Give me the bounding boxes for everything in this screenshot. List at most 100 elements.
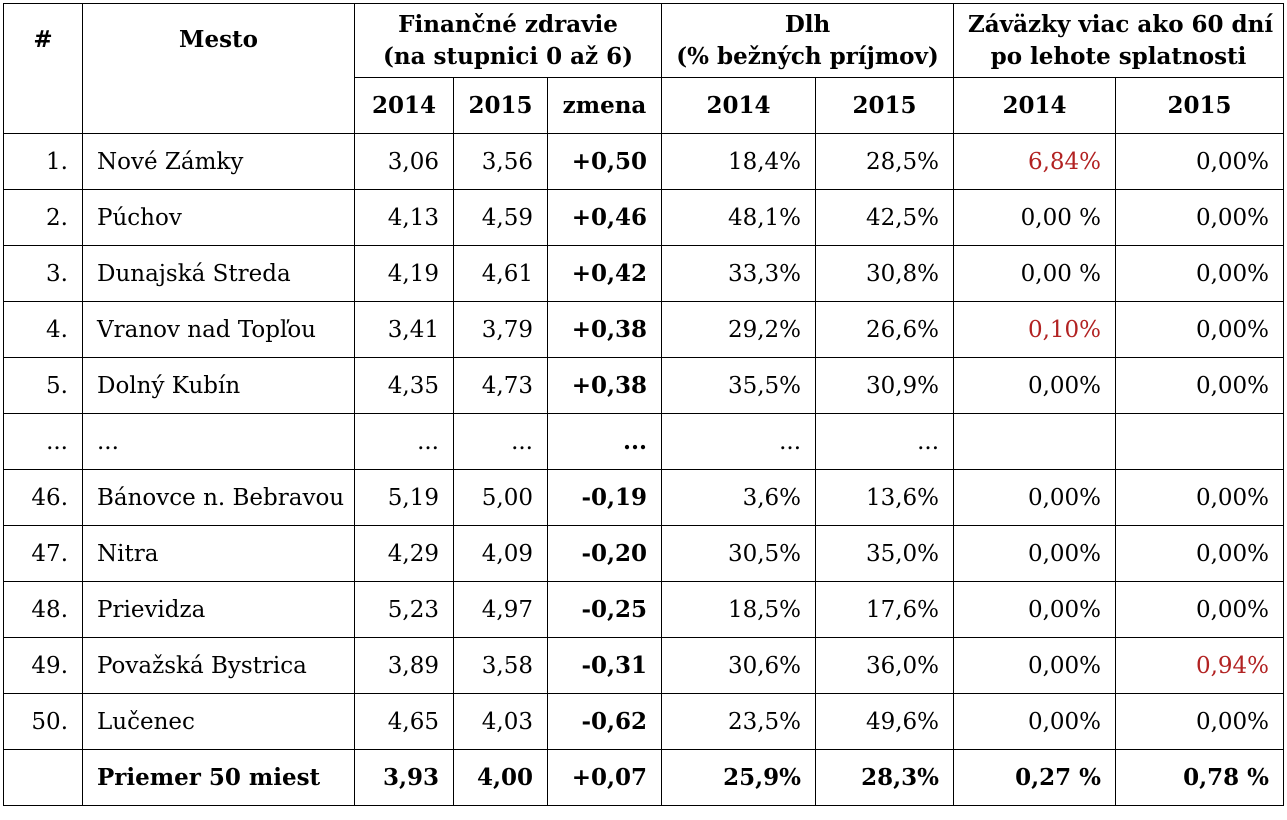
header-financne-zdravie-line2: (na stupnici 0 až 6) bbox=[383, 42, 633, 70]
table-row: 1. Nové Zámky 3,06 3,56 +0,50 18,4% 28,5% 6,84%… bbox=[3, 133, 1285, 190]
subheader-fin-2014: 2014 bbox=[354, 77, 454, 134]
cell-city: Prievidza bbox=[82, 581, 355, 638]
cell-fin-2015: ... bbox=[453, 413, 548, 470]
cell-fin-2014: 5,23 bbox=[354, 581, 454, 638]
cell-fin-2014: 3,41 bbox=[354, 301, 454, 358]
cell-change: -0,20 bbox=[546, 525, 663, 582]
cell-dlh-2015: 42,5% bbox=[815, 189, 955, 246]
table-body: 1. Nové Zámky 3,06 3,56 +0,50 18,4% 28,5% 6,84%… bbox=[3, 133, 1285, 750]
table-row: 2. Púchov 4,13 4,59 +0,46 48,1% 42,5% 0,00 % 0,0… bbox=[3, 189, 1285, 246]
cell-fin-2015: 5,00 bbox=[453, 469, 548, 526]
cell-zav-2015: 0,00% bbox=[1115, 469, 1285, 526]
cell-fin-2014: ... bbox=[354, 413, 454, 470]
header-dlh: Dlh (% bežných príjmov) bbox=[661, 3, 955, 78]
footer-city: Priemer 50 miest bbox=[82, 749, 355, 806]
cell-zav-2015: 0,00% bbox=[1115, 581, 1285, 638]
footer-fin-2014: 3,93 bbox=[354, 749, 454, 806]
cell-city: ... bbox=[82, 413, 355, 470]
cell-zav-2015 bbox=[1115, 413, 1285, 470]
cell-change: +0,50 bbox=[546, 133, 663, 190]
cell-zav-2014: 0,00% bbox=[953, 693, 1117, 750]
cell-zav-2014: 0,00% bbox=[953, 469, 1117, 526]
cell-dlh-2014: 33,3% bbox=[661, 245, 817, 302]
cell-dlh-2014: 18,4% bbox=[661, 133, 817, 190]
cell-zav-2015: 0,94% bbox=[1115, 637, 1285, 694]
table-footer-row: Priemer 50 miest 3,93 4,00 +0,07 25,9% 2… bbox=[3, 749, 1285, 806]
cell-rank: 50. bbox=[3, 693, 83, 750]
cell-dlh-2014: 30,5% bbox=[661, 525, 817, 582]
cell-fin-2014: 5,19 bbox=[354, 469, 454, 526]
cell-zav-2015: 0,00% bbox=[1115, 245, 1285, 302]
table-row: 3. Dunajská Streda 4,19 4,61 +0,42 33,3% 30,8%… bbox=[3, 245, 1285, 302]
cell-rank: 1. bbox=[3, 133, 83, 190]
cell-rank: 4. bbox=[3, 301, 83, 358]
cell-rank: 49. bbox=[3, 637, 83, 694]
cell-zav-2015: 0,00% bbox=[1115, 525, 1285, 582]
footer-rank bbox=[3, 749, 83, 806]
cell-fin-2015: 4,09 bbox=[453, 525, 548, 582]
cell-dlh-2014: ... bbox=[661, 413, 817, 470]
cell-dlh-2015: 49,6% bbox=[815, 693, 955, 750]
subheader-dlh-2014: 2014 bbox=[661, 77, 817, 134]
table-row: 5. Dolný Kubín 4,35 4,73 +0,38 35,5% 30,9% 0,00… bbox=[3, 357, 1285, 414]
cell-city: Bánovce n. Bebravou bbox=[82, 469, 355, 526]
cell-dlh-2015: 36,0% bbox=[815, 637, 955, 694]
table-row: ..................... bbox=[3, 413, 1285, 470]
cell-zav-2014: 0,00% bbox=[953, 637, 1117, 694]
footer-dlh-2015: 28,3% bbox=[815, 749, 955, 806]
cell-dlh-2014: 18,5% bbox=[661, 581, 817, 638]
cell-fin-2014: 3,89 bbox=[354, 637, 454, 694]
cell-fin-2015: 4,73 bbox=[453, 357, 548, 414]
cell-zav-2014: 0,00 % bbox=[953, 189, 1117, 246]
cell-city: Nitra bbox=[82, 525, 355, 582]
header-dlh-line1: Dlh bbox=[784, 10, 831, 38]
subheader-fin-2015: 2015 bbox=[453, 77, 548, 134]
subheader-zav-2014: 2014 bbox=[953, 77, 1117, 134]
cell-zav-2014: 0,00% bbox=[953, 357, 1117, 414]
footer-change: +0,07 bbox=[546, 749, 663, 806]
cell-dlh-2015: 26,6% bbox=[815, 301, 955, 358]
cell-change: -0,31 bbox=[546, 637, 663, 694]
cell-dlh-2014: 35,5% bbox=[661, 357, 817, 414]
cell-fin-2014: 3,06 bbox=[354, 133, 454, 190]
cell-zav-2015: 0,00% bbox=[1115, 693, 1285, 750]
table-row: 49. Považská Bystrica 3,89 3,58 -0,31 30,6% 36… bbox=[3, 637, 1285, 694]
cell-city: Vranov nad Topľou bbox=[82, 301, 355, 358]
cell-rank: 5. bbox=[3, 357, 83, 414]
cell-dlh-2015: 30,8% bbox=[815, 245, 955, 302]
cell-city: Nové Zámky bbox=[82, 133, 355, 190]
header-financne-zdravie: Finančné zdravie (na stupnici 0 až 6) bbox=[353, 3, 663, 78]
cell-zav-2015: 0,00% bbox=[1115, 133, 1285, 190]
cell-dlh-2015: 30,9% bbox=[815, 357, 955, 414]
cell-dlh-2014: 29,2% bbox=[661, 301, 817, 358]
cell-city: Považská Bystrica bbox=[82, 637, 355, 694]
cell-zav-2015: 0,00% bbox=[1115, 357, 1285, 414]
cell-city: Dunajská Streda bbox=[82, 245, 355, 302]
header-hash: # bbox=[3, 3, 83, 134]
cell-fin-2015: 4,97 bbox=[453, 581, 548, 638]
cell-zav-2014: 0,00 % bbox=[953, 245, 1117, 302]
cell-fin-2014: 4,13 bbox=[354, 189, 454, 246]
footer-fin-2015: 4,00 bbox=[453, 749, 548, 806]
cell-city: Púchov bbox=[82, 189, 355, 246]
cell-fin-2015: 3,58 bbox=[453, 637, 548, 694]
cell-dlh-2014: 23,5% bbox=[661, 693, 817, 750]
cell-zav-2014: 0,00% bbox=[953, 581, 1117, 638]
header-zavazky: Záväzky viac ako 60 dní po lehote splatn… bbox=[953, 3, 1285, 78]
cell-rank: 46. bbox=[3, 469, 83, 526]
header-dlh-line2: (% bežných príjmov) bbox=[676, 42, 939, 70]
cell-fin-2014: 4,19 bbox=[354, 245, 454, 302]
cell-zav-2014: 0,10% bbox=[953, 301, 1117, 358]
cell-rank: 3. bbox=[3, 245, 83, 302]
subheader-zav-2015: 2015 bbox=[1115, 77, 1285, 134]
cell-change: +0,38 bbox=[546, 357, 663, 414]
cell-dlh-2014: 3,6% bbox=[661, 469, 817, 526]
subheader-fin-zmena: zmena bbox=[546, 77, 663, 134]
cell-rank: 47. bbox=[3, 525, 83, 582]
cell-change: +0,38 bbox=[546, 301, 663, 358]
cell-change: ... bbox=[546, 413, 663, 470]
cell-fin-2015: 4,59 bbox=[453, 189, 548, 246]
table-row: 46. Bánovce n. Bebravou 5,19 5,00 -0,19 3,6% 1… bbox=[3, 469, 1285, 526]
cell-city: Dolný Kubín bbox=[82, 357, 355, 414]
cell-zav-2014: 6,84% bbox=[953, 133, 1117, 190]
